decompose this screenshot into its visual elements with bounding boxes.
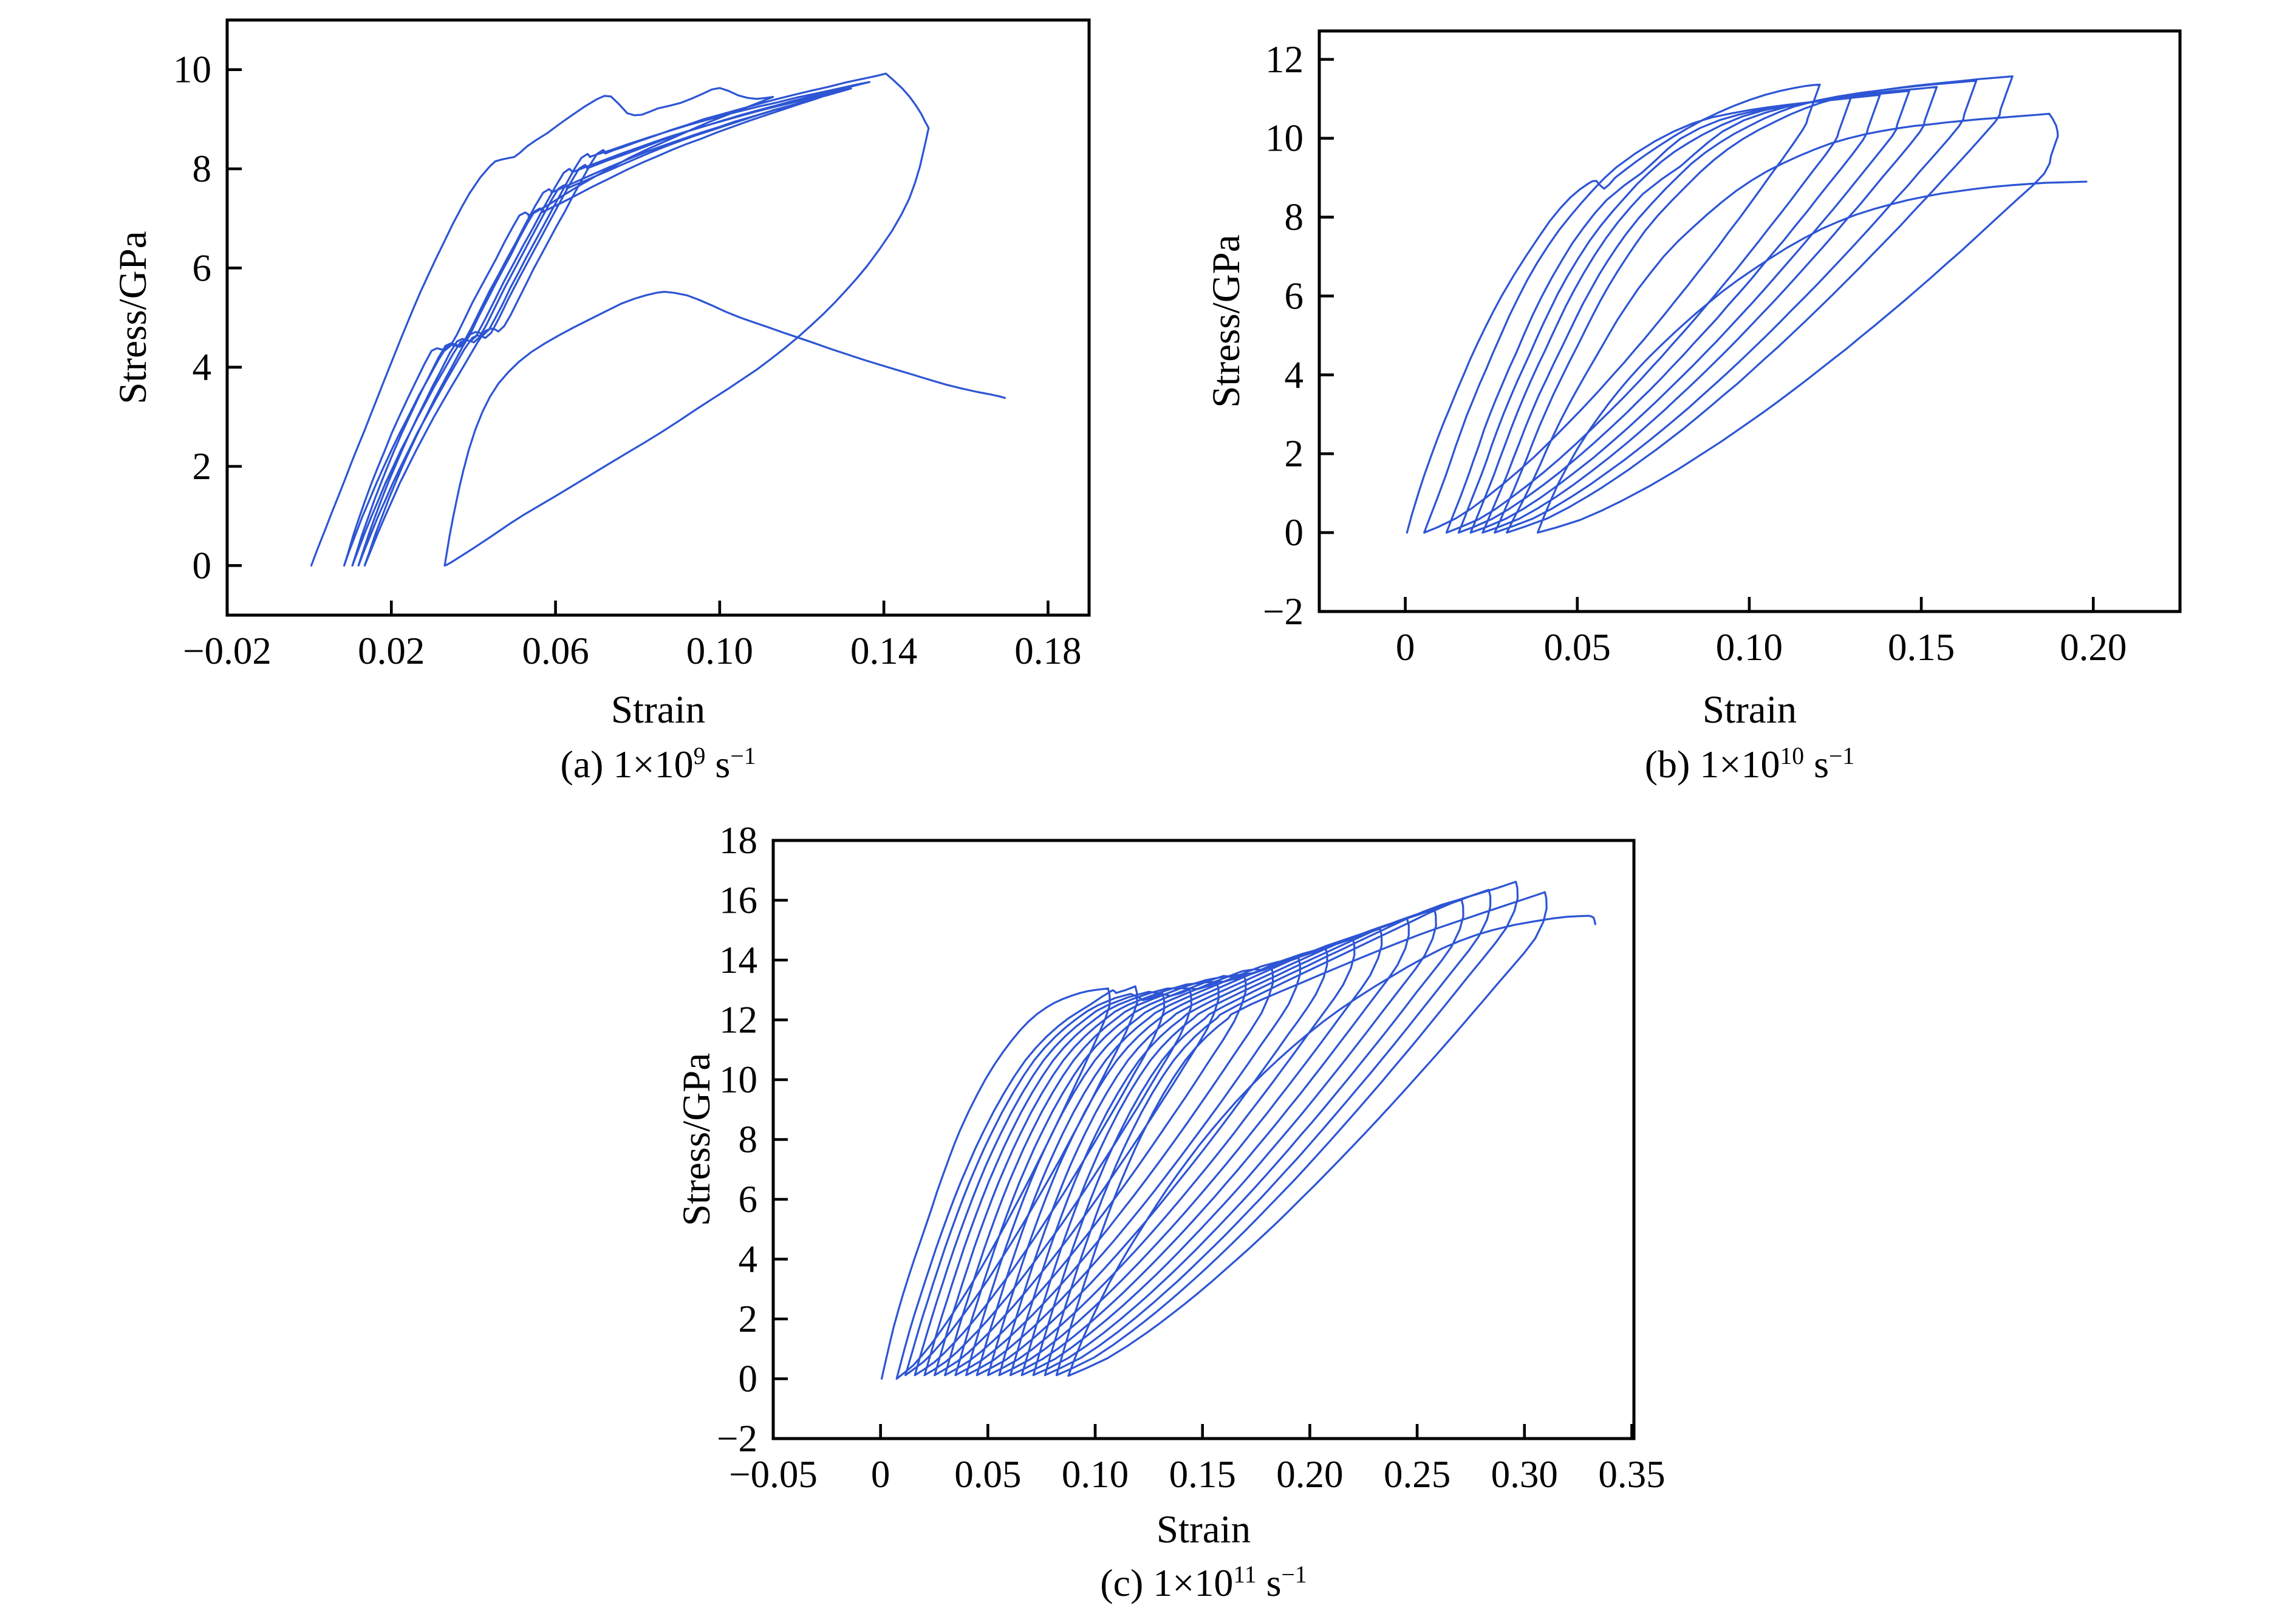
x-tick-label: 0.18 (1014, 630, 1081, 672)
y-tick-label: 18 (719, 819, 757, 862)
y-axis-label-a: Stress/GPa (111, 231, 155, 404)
y-tick-label: 0 (739, 1358, 758, 1400)
x-axis-label-c: Strain (1157, 1508, 1251, 1552)
y-tick-label: 2 (739, 1298, 758, 1340)
y-tick-label: 12 (719, 999, 757, 1041)
y-tick-label: 4 (193, 346, 212, 389)
panel-caption-a: (a) 1×109 s−1 (560, 743, 756, 786)
x-tick-label: 0.30 (1491, 1453, 1558, 1496)
y-tick-label: −2 (1263, 590, 1303, 633)
x-tick-label: 0.10 (1716, 626, 1783, 669)
x-tick-label: 0.14 (850, 630, 917, 672)
y-tick-label: 0 (1285, 511, 1304, 554)
x-tick-label: 0.05 (954, 1453, 1021, 1496)
y-axis-label-c: Stress/GPa (675, 1053, 719, 1226)
curve-b (1406, 75, 2088, 534)
y-tick-label: 2 (193, 445, 212, 488)
panel-caption-b: (b) 1×1010 s−1 (1645, 743, 1855, 786)
series-group-b (1406, 75, 2088, 534)
caption-unit-exponent: −1 (1829, 743, 1854, 769)
x-tick-label: 0.10 (686, 630, 753, 672)
panel-a: −0.02 0.02 0.06 0.10 0.14 0.18 0 2 4 6 8 10 Strain St… (111, 18, 1091, 786)
y-tick-label: 10 (173, 49, 211, 91)
y-tick-label: 6 (1285, 274, 1304, 317)
x-axis-label-b: Strain (1703, 688, 1797, 732)
panel-c: −0.05 0 0.05 0.10 0.15 0.20 0.25 0.30 0.35 −2 0 2 4 6… (675, 819, 1666, 1604)
caption-unit-exponent: −1 (730, 743, 756, 769)
x-axis-label-a: Strain (611, 688, 705, 732)
y-tick-label: 6 (739, 1178, 758, 1221)
y-tick-label: −2 (717, 1417, 757, 1460)
x-tick-label: −0.02 (183, 630, 272, 672)
caption-unit: s (1804, 743, 1829, 786)
curve-c (880, 881, 1596, 1380)
curve-a (310, 72, 1006, 567)
x-tick-label: 0.15 (1169, 1453, 1236, 1496)
x-tick-label: 0.35 (1598, 1453, 1665, 1496)
x-tick-label: 0 (871, 1453, 890, 1496)
x-tick-label: 0.20 (1276, 1453, 1343, 1496)
x-tick-label: 0.02 (358, 630, 425, 672)
series-group-c (880, 881, 1596, 1380)
y-tick-label: 16 (719, 879, 757, 922)
y-tick-label: 6 (193, 247, 212, 289)
y-tick-label: 4 (739, 1238, 758, 1281)
x-tick-label: 0.20 (2060, 626, 2127, 669)
y-tick-label: 8 (193, 148, 212, 190)
x-tick-label: 0.06 (522, 630, 589, 672)
x-tick-label: 0.05 (1544, 626, 1611, 669)
caption-unit: s (705, 743, 730, 786)
y-tick-label: 8 (739, 1119, 758, 1161)
x-tick-label: 0.15 (1888, 626, 1955, 669)
y-tick-label: 2 (1285, 432, 1304, 475)
x-tick-label: −0.05 (729, 1453, 818, 1496)
y-tick-label: 12 (1265, 38, 1303, 81)
caption-exponent: 10 (1780, 743, 1804, 769)
x-tick-label: 0 (1396, 626, 1415, 669)
y-tick-label: 10 (719, 1058, 757, 1101)
caption-base: (c) 1×10 (1100, 1561, 1233, 1604)
panel-caption-c: (c) 1×1011 s−1 (1100, 1561, 1307, 1604)
x-tick-label: 0.25 (1384, 1453, 1450, 1496)
y-tick-label: 0 (193, 544, 212, 587)
series-group-a (310, 72, 1006, 567)
y-tick-label: 8 (1285, 196, 1304, 239)
y-tick-label: 10 (1265, 117, 1303, 160)
caption-base: (a) 1×10 (560, 743, 693, 786)
caption-exponent: 9 (694, 743, 706, 769)
caption-base: (b) 1×10 (1645, 743, 1780, 786)
x-tick-label: 0.10 (1062, 1453, 1129, 1496)
y-axis-label-b: Stress/GPa (1204, 234, 1248, 407)
caption-unit: s (1257, 1561, 1282, 1604)
y-tick-label: 14 (719, 939, 757, 981)
panel-b: 0 0.05 0.10 0.15 0.20 −2 0 2 4 6 8 10 12 Strain Stress… (1204, 29, 2182, 786)
caption-exponent: 11 (1233, 1561, 1256, 1588)
axes-box-a (225, 18, 1091, 617)
caption-unit-exponent: −1 (1282, 1561, 1307, 1588)
y-tick-label: 4 (1285, 353, 1304, 396)
